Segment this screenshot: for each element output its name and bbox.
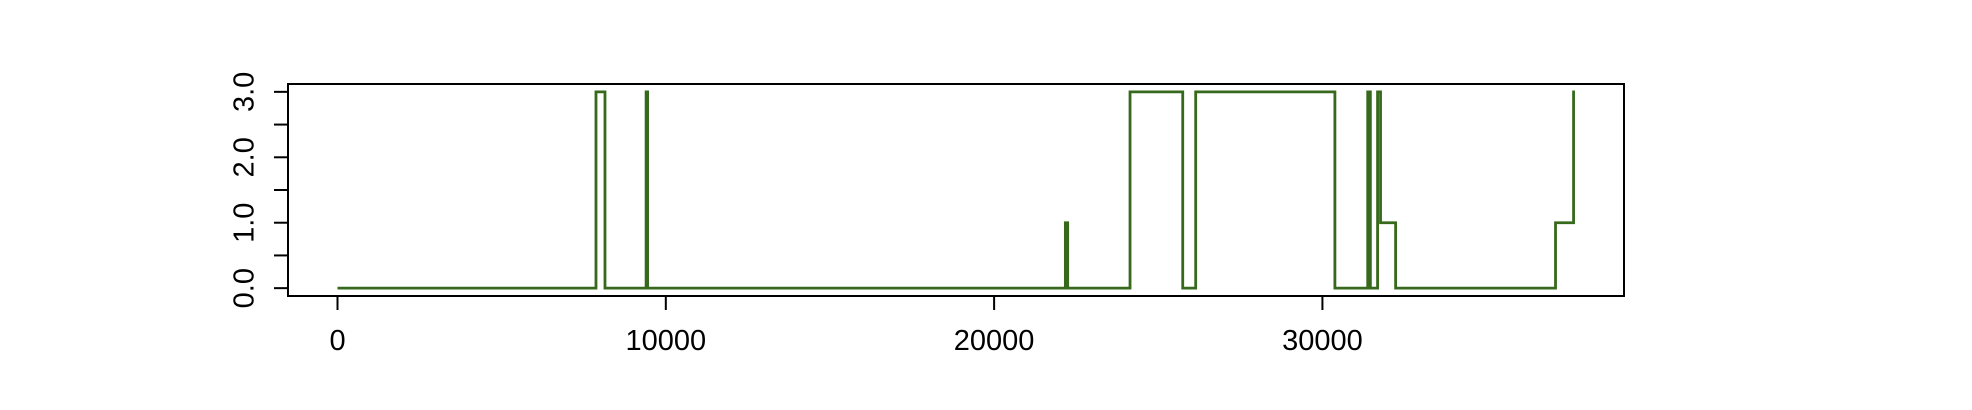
y-axis-tick-label: 3.0 [229,72,261,112]
y-axis-tick-label: 2.0 [229,137,261,177]
y-axis-tick-label: 0.0 [229,268,261,308]
x-axis-tick-label: 10000 [625,325,706,357]
x-axis-tick-label: 30000 [1282,325,1363,357]
plot-border [287,83,1625,297]
x-axis-tick-label: 0 [329,325,345,357]
data-series-line [337,90,1575,290]
y-axis-tick-label: 1.0 [229,203,261,243]
x-axis-tick-label: 20000 [954,325,1035,357]
